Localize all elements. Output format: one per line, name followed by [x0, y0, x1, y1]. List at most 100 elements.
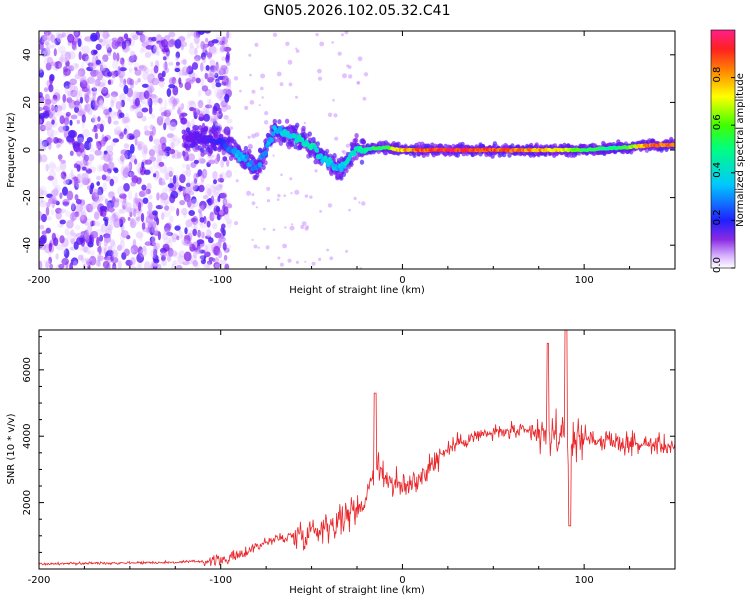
spectrogram-cell [136, 111, 143, 119]
spectrogram-cell [168, 31, 176, 38]
spectrogram-cell [71, 40, 77, 50]
spectrogram-cell [170, 142, 175, 149]
colorbar-gradient [711, 30, 735, 268]
spectrogram-cell [96, 164, 104, 173]
spectrogram-cell [107, 223, 114, 231]
spectrogram-cell [110, 141, 116, 147]
spectrogram-cell [46, 57, 54, 66]
spectrogram-cell [96, 181, 100, 187]
spectrogram-cell [190, 180, 198, 191]
spectrogram-cell [164, 67, 170, 74]
spectrogram-cell [59, 139, 64, 144]
spectrogram-cell [358, 201, 361, 204]
spectrogram-cell [41, 213, 47, 223]
spectrogram-cell [59, 192, 63, 199]
spectrogram-cell [278, 140, 284, 146]
spectrogram-cell [58, 45, 66, 54]
spectrogram-cell [94, 211, 100, 220]
spectrogram-cell [206, 260, 213, 265]
spectrogram-cell [100, 208, 107, 218]
spectrogram-cell [114, 128, 118, 136]
spectrogram-cell [172, 139, 180, 147]
spectrogram-cell [307, 131, 312, 137]
spectrogram-cell [64, 56, 68, 63]
spectrogram-cell [300, 224, 305, 230]
spectrogram-cell [164, 172, 170, 181]
spectrogram-cell [229, 126, 234, 130]
spectrogram-cell [192, 260, 198, 267]
spectrogram-cell [85, 203, 93, 211]
spectrogram-cell [199, 158, 206, 164]
spectrogram-cell [222, 76, 227, 83]
spectrogram-cell [295, 260, 299, 264]
spectrogram-cell [158, 150, 167, 156]
spectrogram-cell [295, 95, 298, 99]
spectrogram-cell [59, 161, 67, 171]
spectrogram-cell [39, 69, 44, 78]
spectrogram-y-tick-label: 40 [22, 48, 33, 61]
spectrogram-cell [318, 153, 324, 159]
spectrogram-cell [208, 98, 212, 109]
spectrogram-cell [148, 135, 153, 142]
spectrogram-cell [59, 219, 66, 225]
spectrogram-cell [138, 31, 147, 34]
spectrogram-cell [91, 114, 97, 123]
spectrogram-cell [118, 81, 126, 88]
spectrogram-cell [81, 177, 90, 186]
spectrogram-cell [166, 113, 170, 119]
spectrogram-cell [139, 47, 144, 54]
spectrogram-cell [103, 153, 111, 163]
spectrogram-cell [182, 170, 188, 176]
spectrogram-cell [168, 205, 176, 212]
spectrogram-cell [129, 152, 134, 162]
spectrogram-cell [43, 31, 51, 36]
spectrogram-cell [69, 150, 74, 157]
spectrogram-cell [188, 241, 193, 247]
spectrogram-cell [111, 265, 117, 269]
spectrogram-cell [90, 230, 99, 239]
spectrogram-cell [203, 263, 210, 269]
spectrogram-cell [196, 248, 202, 253]
spectrogram-cell [86, 66, 94, 72]
spectrogram-cell [84, 92, 90, 103]
spectrogram-y-tick-label: -20 [22, 189, 33, 205]
spectrogram-cell [263, 150, 268, 156]
spectrogram-cell [133, 129, 141, 138]
spectrogram-cell [114, 111, 118, 116]
snr-x-tick-label: 0 [399, 575, 405, 586]
spectrogram-cell [55, 166, 61, 172]
spectrogram-cell [187, 100, 196, 105]
spectrogram-cell [249, 100, 255, 105]
spectrogram-cell [225, 87, 228, 90]
spectrogram-cell [48, 161, 56, 172]
spectrogram-cell [213, 120, 218, 127]
spectrogram-cell [135, 31, 144, 36]
spectrogram-cell [39, 188, 44, 197]
spectrogram-cell [104, 198, 109, 205]
spectrogram-cell [263, 160, 268, 166]
spectrogram-cell [78, 254, 83, 261]
spectrogram-cell [180, 117, 188, 125]
spectrogram-cell [225, 79, 231, 87]
spectrogram-cell [189, 42, 194, 49]
spectrogram-cell [44, 31, 49, 39]
spectrogram-cell [158, 161, 165, 167]
spectrogram-cell [165, 222, 172, 230]
spectrogram-cell [83, 246, 88, 253]
spectrogram-cell [134, 69, 142, 76]
spectrogram-cell [45, 80, 51, 86]
spectrogram-cell [143, 169, 151, 175]
spectrogram-cell [305, 225, 309, 229]
spectrogram-cell [277, 256, 281, 260]
spectrogram-cell [96, 175, 102, 181]
spectrogram-cell [45, 121, 52, 131]
spectrogram-cell [92, 92, 96, 101]
spectrogram-cell [138, 92, 145, 100]
spectrogram-cell [69, 119, 73, 126]
spectrogram-cell [151, 225, 158, 234]
spectrogram-cell [47, 175, 54, 181]
spectrogram-cell [280, 173, 283, 177]
spectrogram-cell [276, 71, 282, 77]
spectrogram-cell [161, 187, 168, 198]
spectrogram-cell [89, 255, 97, 266]
